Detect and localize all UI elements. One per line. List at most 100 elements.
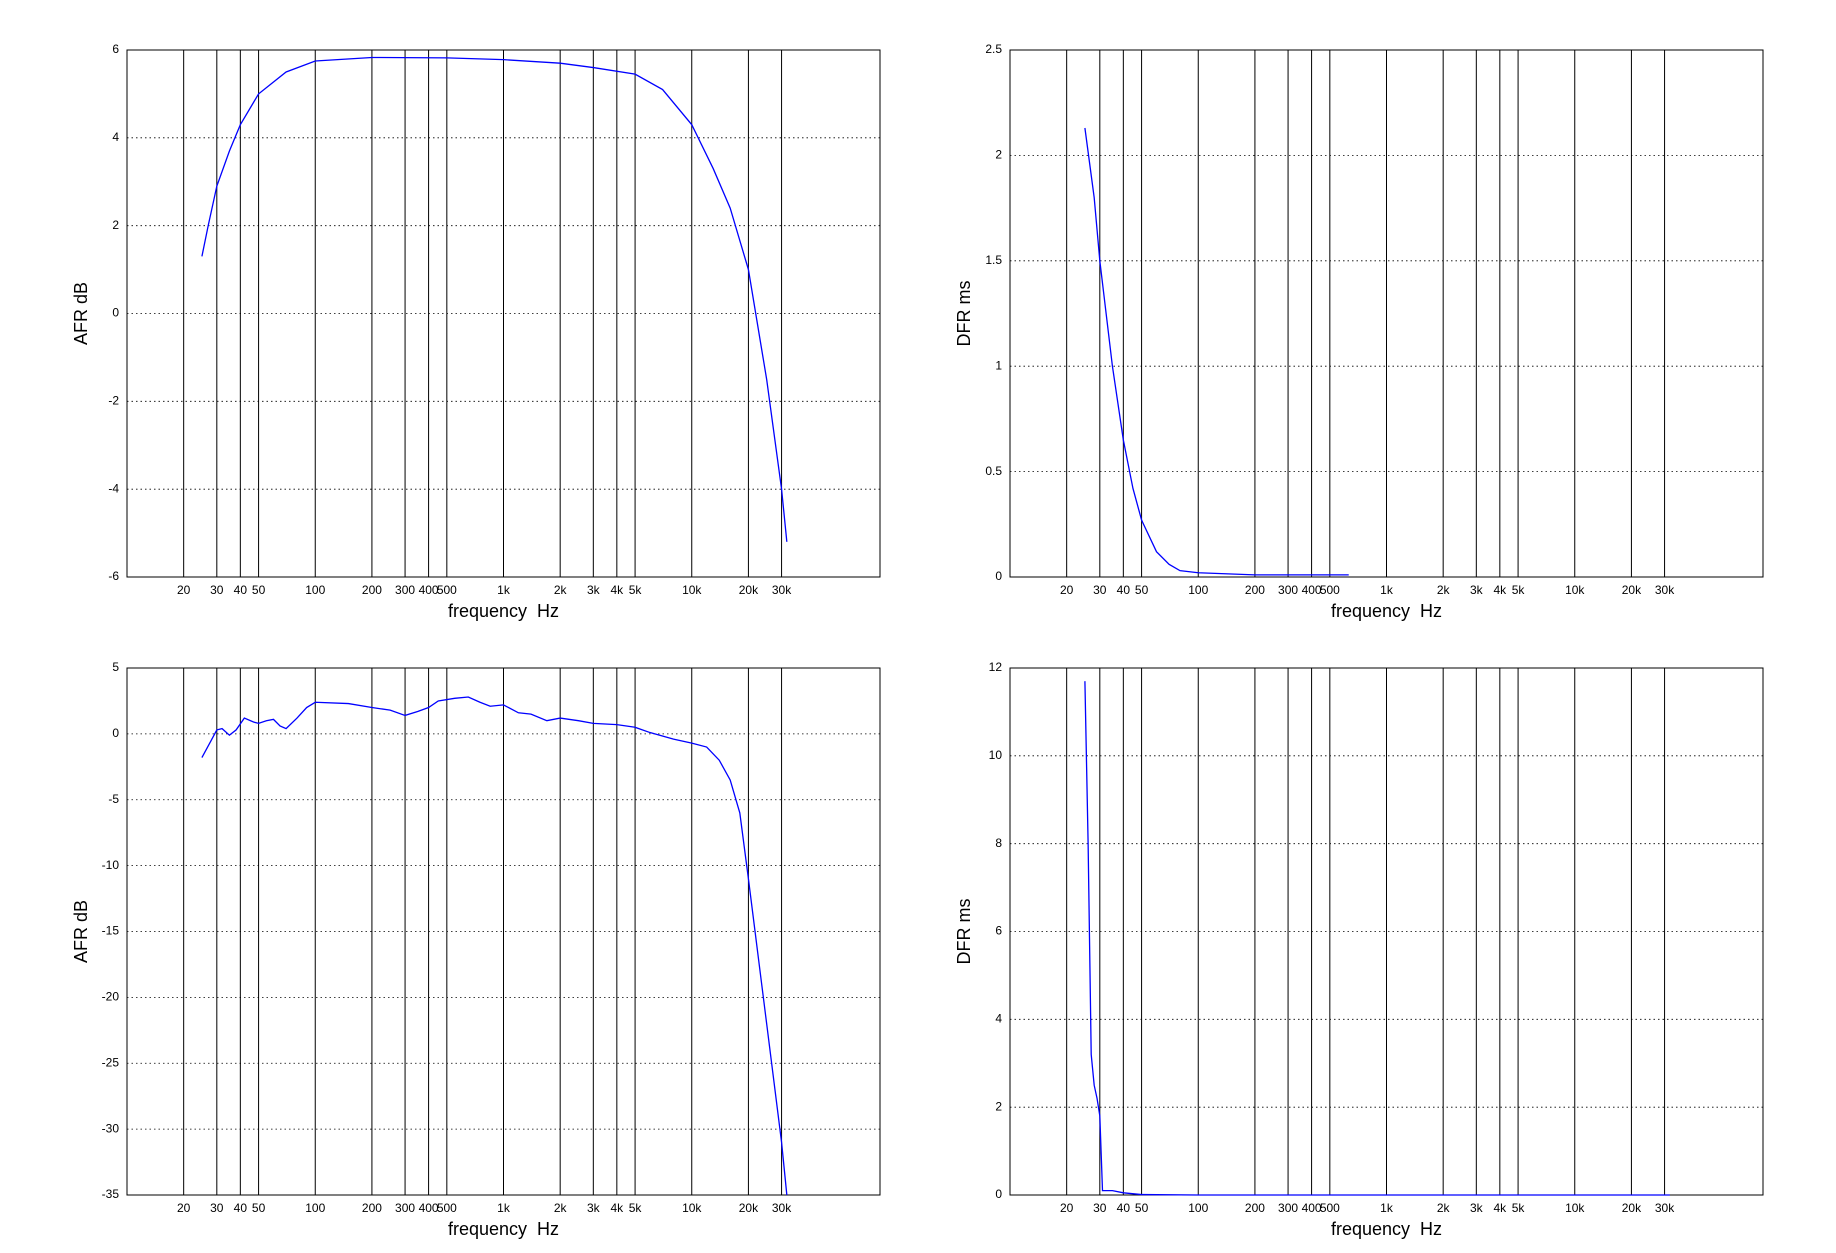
x-tick-label: 100 [305, 583, 325, 597]
x-tick-label: 50 [252, 583, 266, 597]
x-tick-label: 10k [1565, 583, 1585, 597]
x-tick-label: 20 [177, 583, 191, 597]
y-tick-label: 2.5 [985, 42, 1002, 56]
data-line [201, 696, 788, 1196]
y-tick-label: 6 [995, 924, 1002, 938]
y-axis-label: AFR dB [71, 900, 91, 963]
y-tick-label: -5 [108, 792, 119, 806]
x-tick-label: 200 [1245, 583, 1265, 597]
x-tick-label: 40 [234, 1201, 248, 1215]
y-tick-label: 1 [995, 358, 1002, 372]
x-tick-label: 1k [1380, 583, 1394, 597]
x-tick-label: 30 [210, 1201, 224, 1215]
x-axis-label: frequency Hz [448, 1219, 559, 1239]
x-tick-label: 3k [587, 583, 601, 597]
x-tick-label: 30 [1093, 583, 1107, 597]
x-tick-label: 2k [1437, 583, 1451, 597]
x-tick-label: 20 [177, 1201, 191, 1215]
axes-box [126, 667, 881, 1196]
y-tick-label: 2 [112, 218, 119, 232]
x-tick-label: 30k [1655, 583, 1675, 597]
x-tick-label: 500 [1320, 1201, 1340, 1215]
x-tick-label: 2k [554, 583, 568, 597]
y-axis-label: AFR dB [71, 282, 91, 345]
x-tick-label: 2k [554, 1201, 568, 1215]
x-tick-label: 200 [362, 583, 382, 597]
y-tick-label: -25 [102, 1055, 120, 1069]
x-tick-label: 20 [1060, 1201, 1074, 1215]
x-tick-label: 4k [610, 1201, 624, 1215]
x-tick-label: 4k [1493, 583, 1507, 597]
y-tick-label: 4 [112, 130, 119, 144]
x-tick-label: 500 [437, 583, 457, 597]
y-tick-label: -30 [102, 1121, 120, 1135]
y-tick-label: 2 [995, 148, 1002, 162]
x-tick-label: 30 [1093, 1201, 1107, 1215]
x-tick-label: 5k [629, 583, 643, 597]
y-tick-label: 2 [995, 1099, 1002, 1113]
x-axis-label: frequency Hz [1331, 601, 1442, 621]
x-tick-label: 300 [1278, 1201, 1298, 1215]
y-tick-label: 12 [989, 660, 1003, 674]
x-tick-label: 50 [1135, 583, 1149, 597]
data-line [201, 56, 788, 542]
x-tick-label: 400 [419, 1201, 439, 1215]
y-tick-label: 0 [995, 569, 1002, 583]
x-tick-label: 100 [1188, 583, 1208, 597]
x-tick-label: 500 [437, 1201, 457, 1215]
x-tick-label: 3k [1470, 583, 1484, 597]
axes-box [1009, 49, 1764, 578]
y-tick-label: 8 [995, 836, 1002, 850]
x-tick-label: 1k [1380, 1201, 1394, 1215]
y-tick-label: 1.5 [985, 253, 1002, 267]
y-tick-label: 0 [995, 1187, 1002, 1201]
x-tick-label: 30k [1655, 1201, 1675, 1215]
y-tick-label: -20 [102, 990, 120, 1004]
x-tick-label: 100 [1188, 1201, 1208, 1215]
x-tick-label: 300 [395, 583, 415, 597]
x-tick-label: 20k [739, 583, 759, 597]
x-tick-label: 400 [419, 583, 439, 597]
x-tick-label: 10k [682, 583, 702, 597]
x-tick-label: 10k [1565, 1201, 1585, 1215]
y-tick-label: -4 [108, 481, 119, 495]
x-tick-label: 20 [1060, 583, 1074, 597]
x-axis-label: frequency Hz [448, 601, 559, 621]
x-tick-label: 30k [772, 1201, 792, 1215]
y-tick-label: -15 [102, 924, 120, 938]
x-tick-label: 30k [772, 583, 792, 597]
x-tick-label: 40 [1117, 1201, 1131, 1215]
x-tick-label: 200 [1245, 1201, 1265, 1215]
data-line [1084, 127, 1349, 576]
x-tick-label: 500 [1320, 583, 1340, 597]
x-tick-label: 1k [497, 583, 511, 597]
x-tick-label: 5k [629, 1201, 643, 1215]
x-tick-label: 5k [1512, 583, 1526, 597]
x-tick-label: 3k [587, 1201, 601, 1215]
y-tick-label: 0 [112, 306, 119, 320]
x-tick-label: 50 [252, 1201, 266, 1215]
data-line [1084, 681, 1670, 1196]
x-tick-label: 100 [305, 1201, 325, 1215]
x-tick-label: 300 [1278, 583, 1298, 597]
x-tick-label: 10k [682, 1201, 702, 1215]
y-tick-label: 0 [112, 726, 119, 740]
y-tick-label: 10 [989, 748, 1003, 762]
x-tick-label: 1k [497, 1201, 511, 1215]
y-tick-label: -10 [102, 858, 120, 872]
y-axis-label: DFR ms [954, 281, 974, 347]
x-tick-label: 40 [1117, 583, 1131, 597]
y-tick-label: 4 [995, 1012, 1002, 1026]
x-tick-label: 40 [234, 583, 248, 597]
x-tick-label: 400 [1302, 1201, 1322, 1215]
x-tick-label: 300 [395, 1201, 415, 1215]
x-tick-label: 5k [1512, 1201, 1526, 1215]
x-tick-label: 20k [739, 1201, 759, 1215]
x-tick-label: 4k [1493, 1201, 1507, 1215]
x-tick-label: 50 [1135, 1201, 1149, 1215]
y-tick-label: -6 [108, 569, 119, 583]
y-axis-label: DFR ms [954, 899, 974, 965]
y-tick-label: -35 [102, 1187, 120, 1201]
x-tick-label: 30 [210, 583, 224, 597]
